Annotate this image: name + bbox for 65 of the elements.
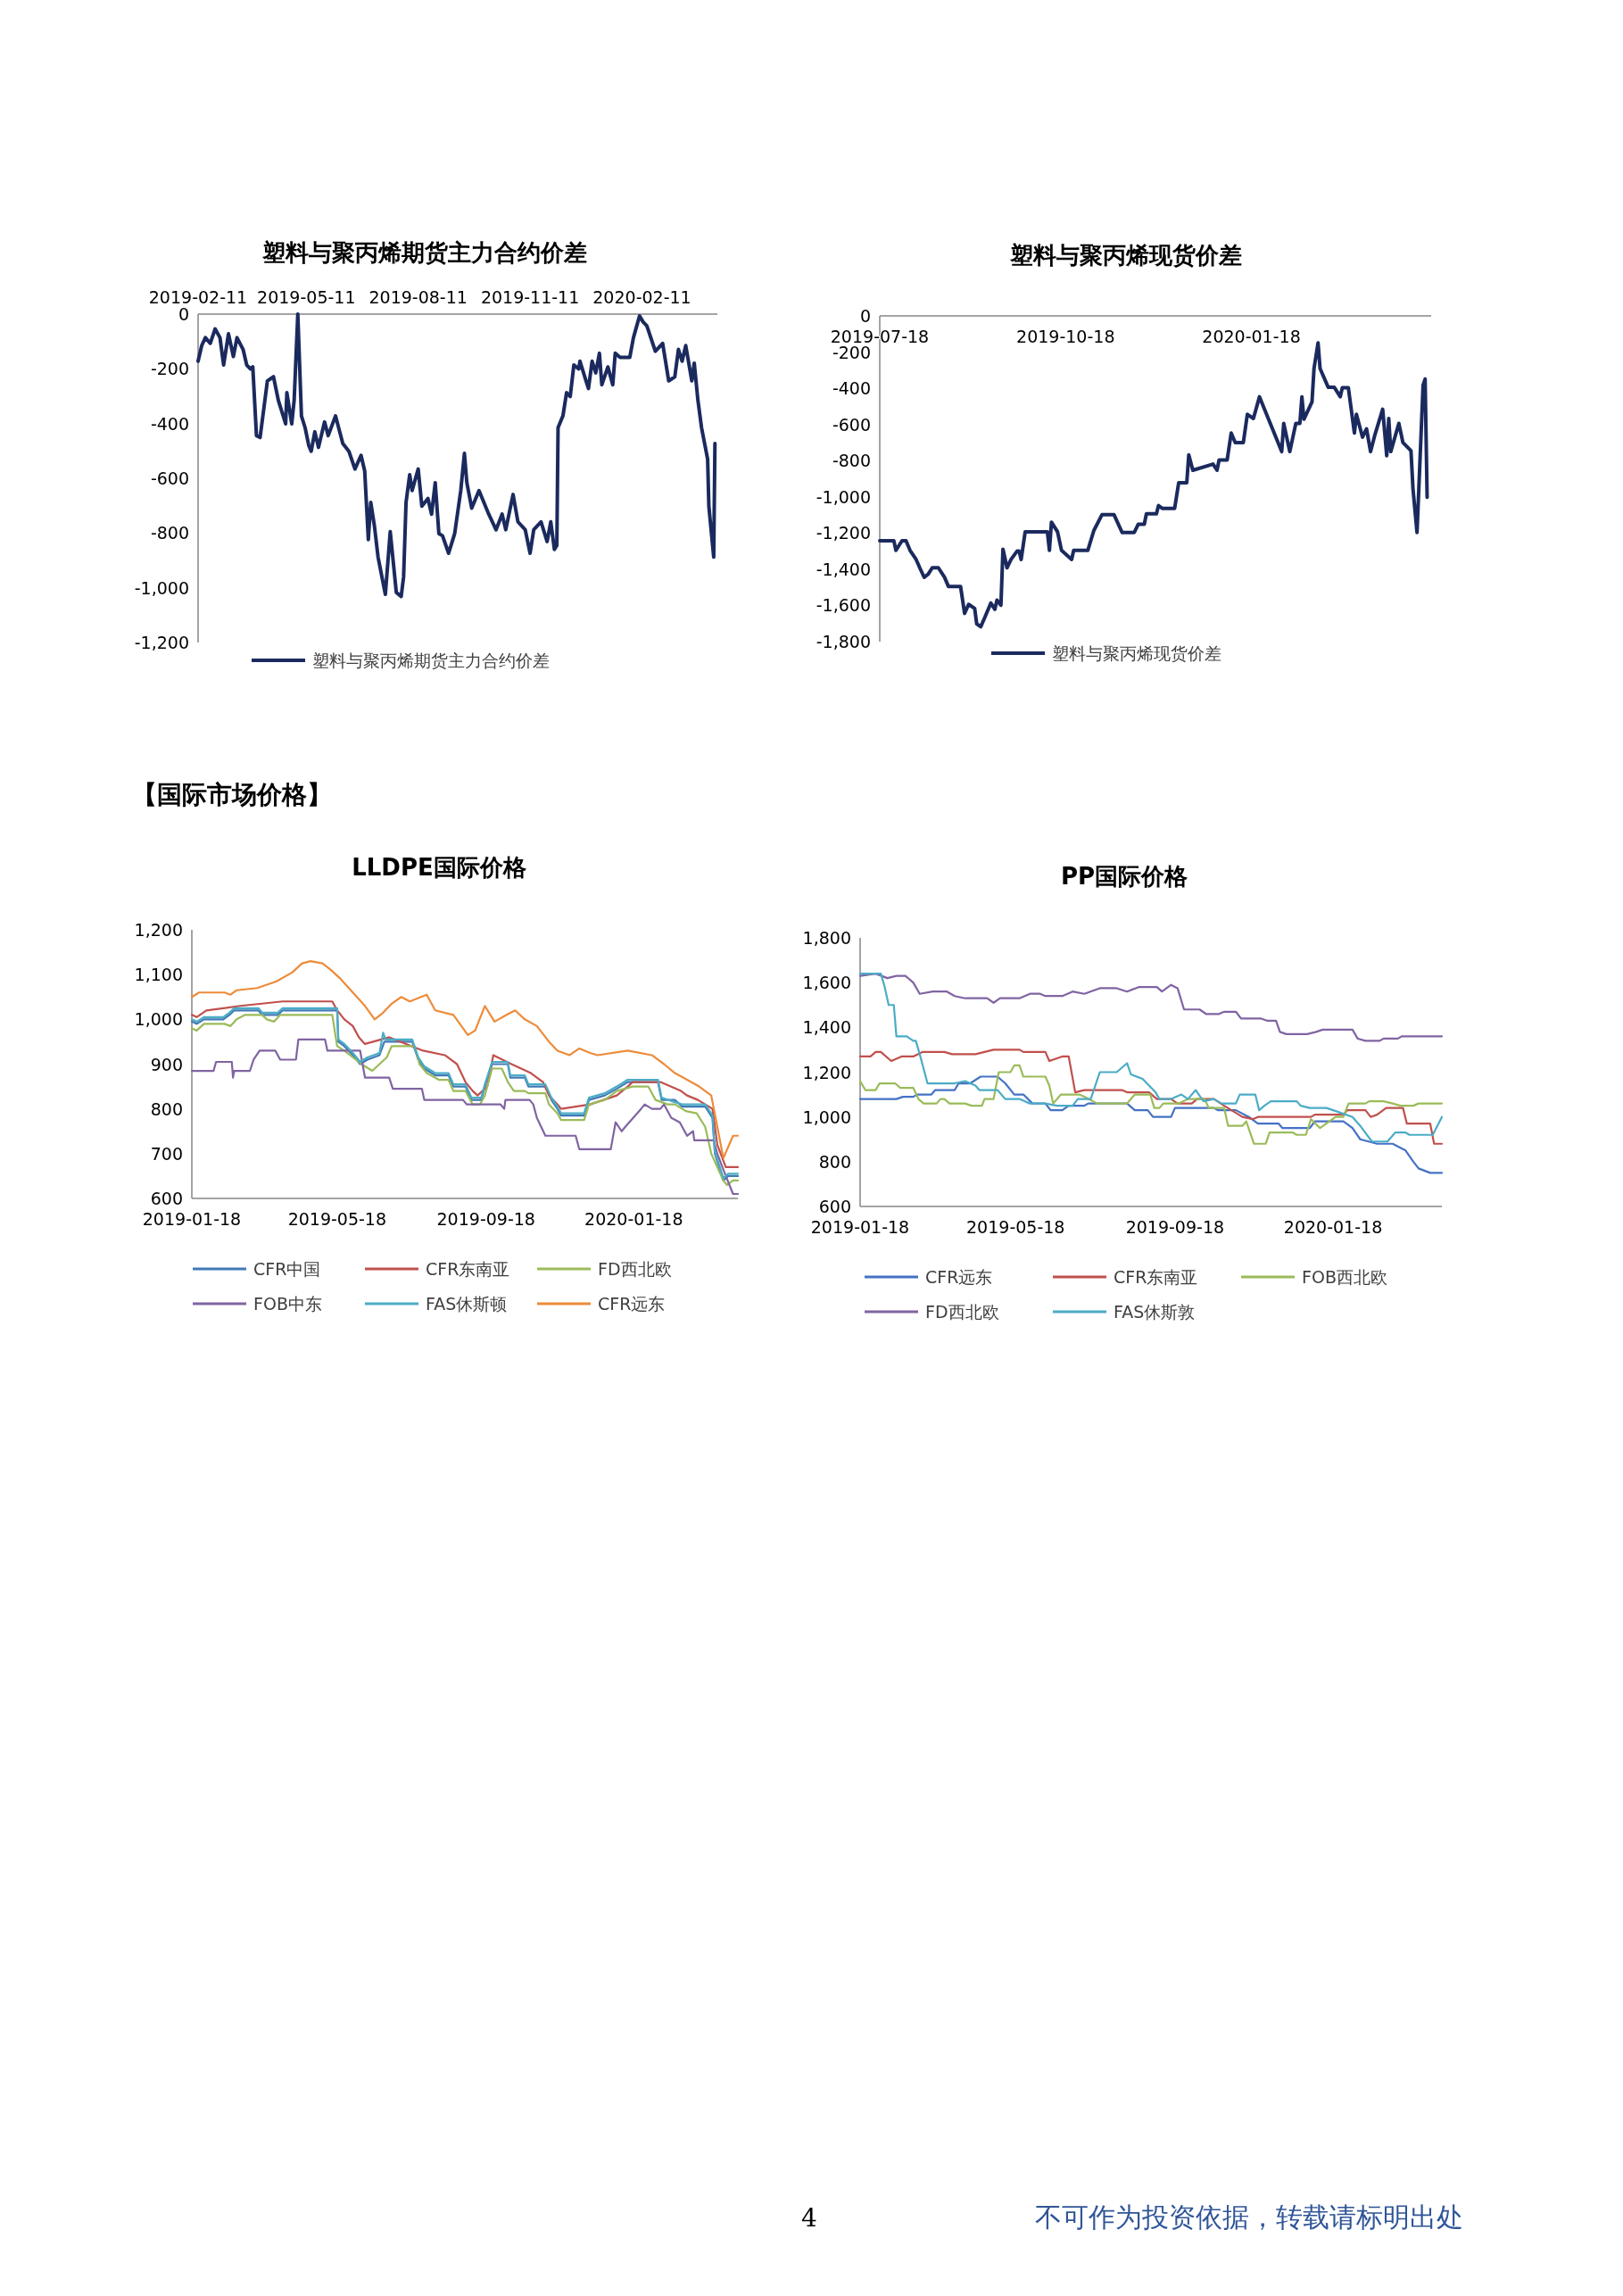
y-tick-label: -1,200: [134, 633, 189, 652]
y-tick-label: 1,800: [802, 928, 851, 948]
y-tick-label: -1,000: [816, 486, 871, 507]
chart-title: LLDPE国际价格: [352, 854, 526, 881]
y-tick-label: -1,000: [134, 577, 189, 598]
legend-label: FOB西北欧: [1302, 1267, 1387, 1287]
x-tick-label: 2020-02-11: [592, 287, 691, 307]
legend-label: 塑料与聚丙烯现货价差: [1052, 643, 1221, 663]
y-tick-label: -1,400: [816, 559, 871, 579]
x-tick-label: 2019-02-11: [148, 287, 248, 307]
y-tick-label: 1,400: [802, 1017, 851, 1038]
chart-title: PP国际价格: [1060, 863, 1188, 890]
x-tick-label: 2019-10-18: [1016, 327, 1115, 346]
y-tick-label: -400: [832, 378, 871, 399]
x-tick-label: 2020-01-18: [584, 1209, 683, 1229]
x-tick-label: 2019-09-18: [1125, 1217, 1225, 1237]
legend-label: FAS休斯敦: [1114, 1302, 1196, 1322]
y-tick-label: -1,200: [816, 523, 871, 543]
legend-label: CFR东南亚: [1114, 1267, 1198, 1287]
y-tick-label: -200: [150, 359, 189, 379]
legend-label: CFR东南亚: [426, 1259, 510, 1279]
x-tick-label: 2019-01-18: [810, 1217, 910, 1237]
y-tick-label: -1,600: [816, 595, 871, 616]
text: 【国际市场价格】: [132, 780, 332, 809]
text: 不可作为投资依据，转载请标明出处: [1035, 2201, 1463, 2233]
x-tick-label: 2019-01-18: [142, 1209, 242, 1229]
y-tick-label: 0: [178, 304, 189, 324]
legend-label: CFR远东: [925, 1267, 993, 1287]
text: 4: [801, 2203, 817, 2233]
y-tick-label: 0: [859, 306, 871, 326]
legend-label: FAS休斯顿: [426, 1294, 508, 1314]
y-tick-label: 600: [150, 1189, 183, 1208]
y-tick-label: 1,100: [134, 965, 183, 985]
x-tick-label: 2019-08-11: [368, 287, 468, 307]
y-tick-label: -800: [832, 451, 871, 471]
y-tick-label: 1,000: [802, 1107, 851, 1127]
legend-label: FD西北欧: [598, 1259, 672, 1279]
x-tick-label: 2019-09-18: [436, 1209, 535, 1229]
x-tick-label: 2020-01-18: [1202, 327, 1301, 346]
x-tick-label: 2019-05-18: [287, 1209, 387, 1229]
y-tick-label: -800: [150, 523, 189, 543]
y-tick-label: 1,600: [802, 973, 851, 993]
y-tick-label: 700: [150, 1143, 183, 1164]
y-tick-label: 1,200: [134, 920, 183, 940]
legend-label: CFR中国: [253, 1259, 321, 1279]
y-tick-label: 600: [818, 1197, 851, 1216]
y-tick-label: -1,800: [816, 632, 871, 651]
chart-title: 塑料与聚丙烯期货主力合约价差: [261, 239, 587, 266]
legend-label: FOB中东: [253, 1294, 322, 1314]
x-tick-label: 2020-01-18: [1283, 1217, 1383, 1237]
y-tick-label: 800: [818, 1151, 851, 1172]
legend-label: 塑料与聚丙烯期货主力合约价差: [312, 651, 550, 670]
x-tick-label: 2019-05-18: [966, 1217, 1065, 1237]
chart-title: 塑料与聚丙烯现货价差: [1009, 242, 1242, 269]
x-tick-label: 2019-11-11: [480, 287, 580, 307]
legend-label: FD西北欧: [925, 1302, 999, 1322]
y-tick-label: 800: [150, 1098, 183, 1119]
y-tick-label: 900: [150, 1054, 183, 1074]
legend-label: CFR远东: [598, 1294, 666, 1314]
y-tick-label: -400: [150, 413, 189, 434]
y-tick-label: 1,000: [134, 1009, 183, 1030]
x-tick-label: 2019-05-11: [257, 287, 356, 307]
y-tick-label: 1,200: [802, 1062, 851, 1082]
y-tick-label: -600: [150, 468, 189, 488]
y-tick-label: -600: [832, 414, 871, 435]
